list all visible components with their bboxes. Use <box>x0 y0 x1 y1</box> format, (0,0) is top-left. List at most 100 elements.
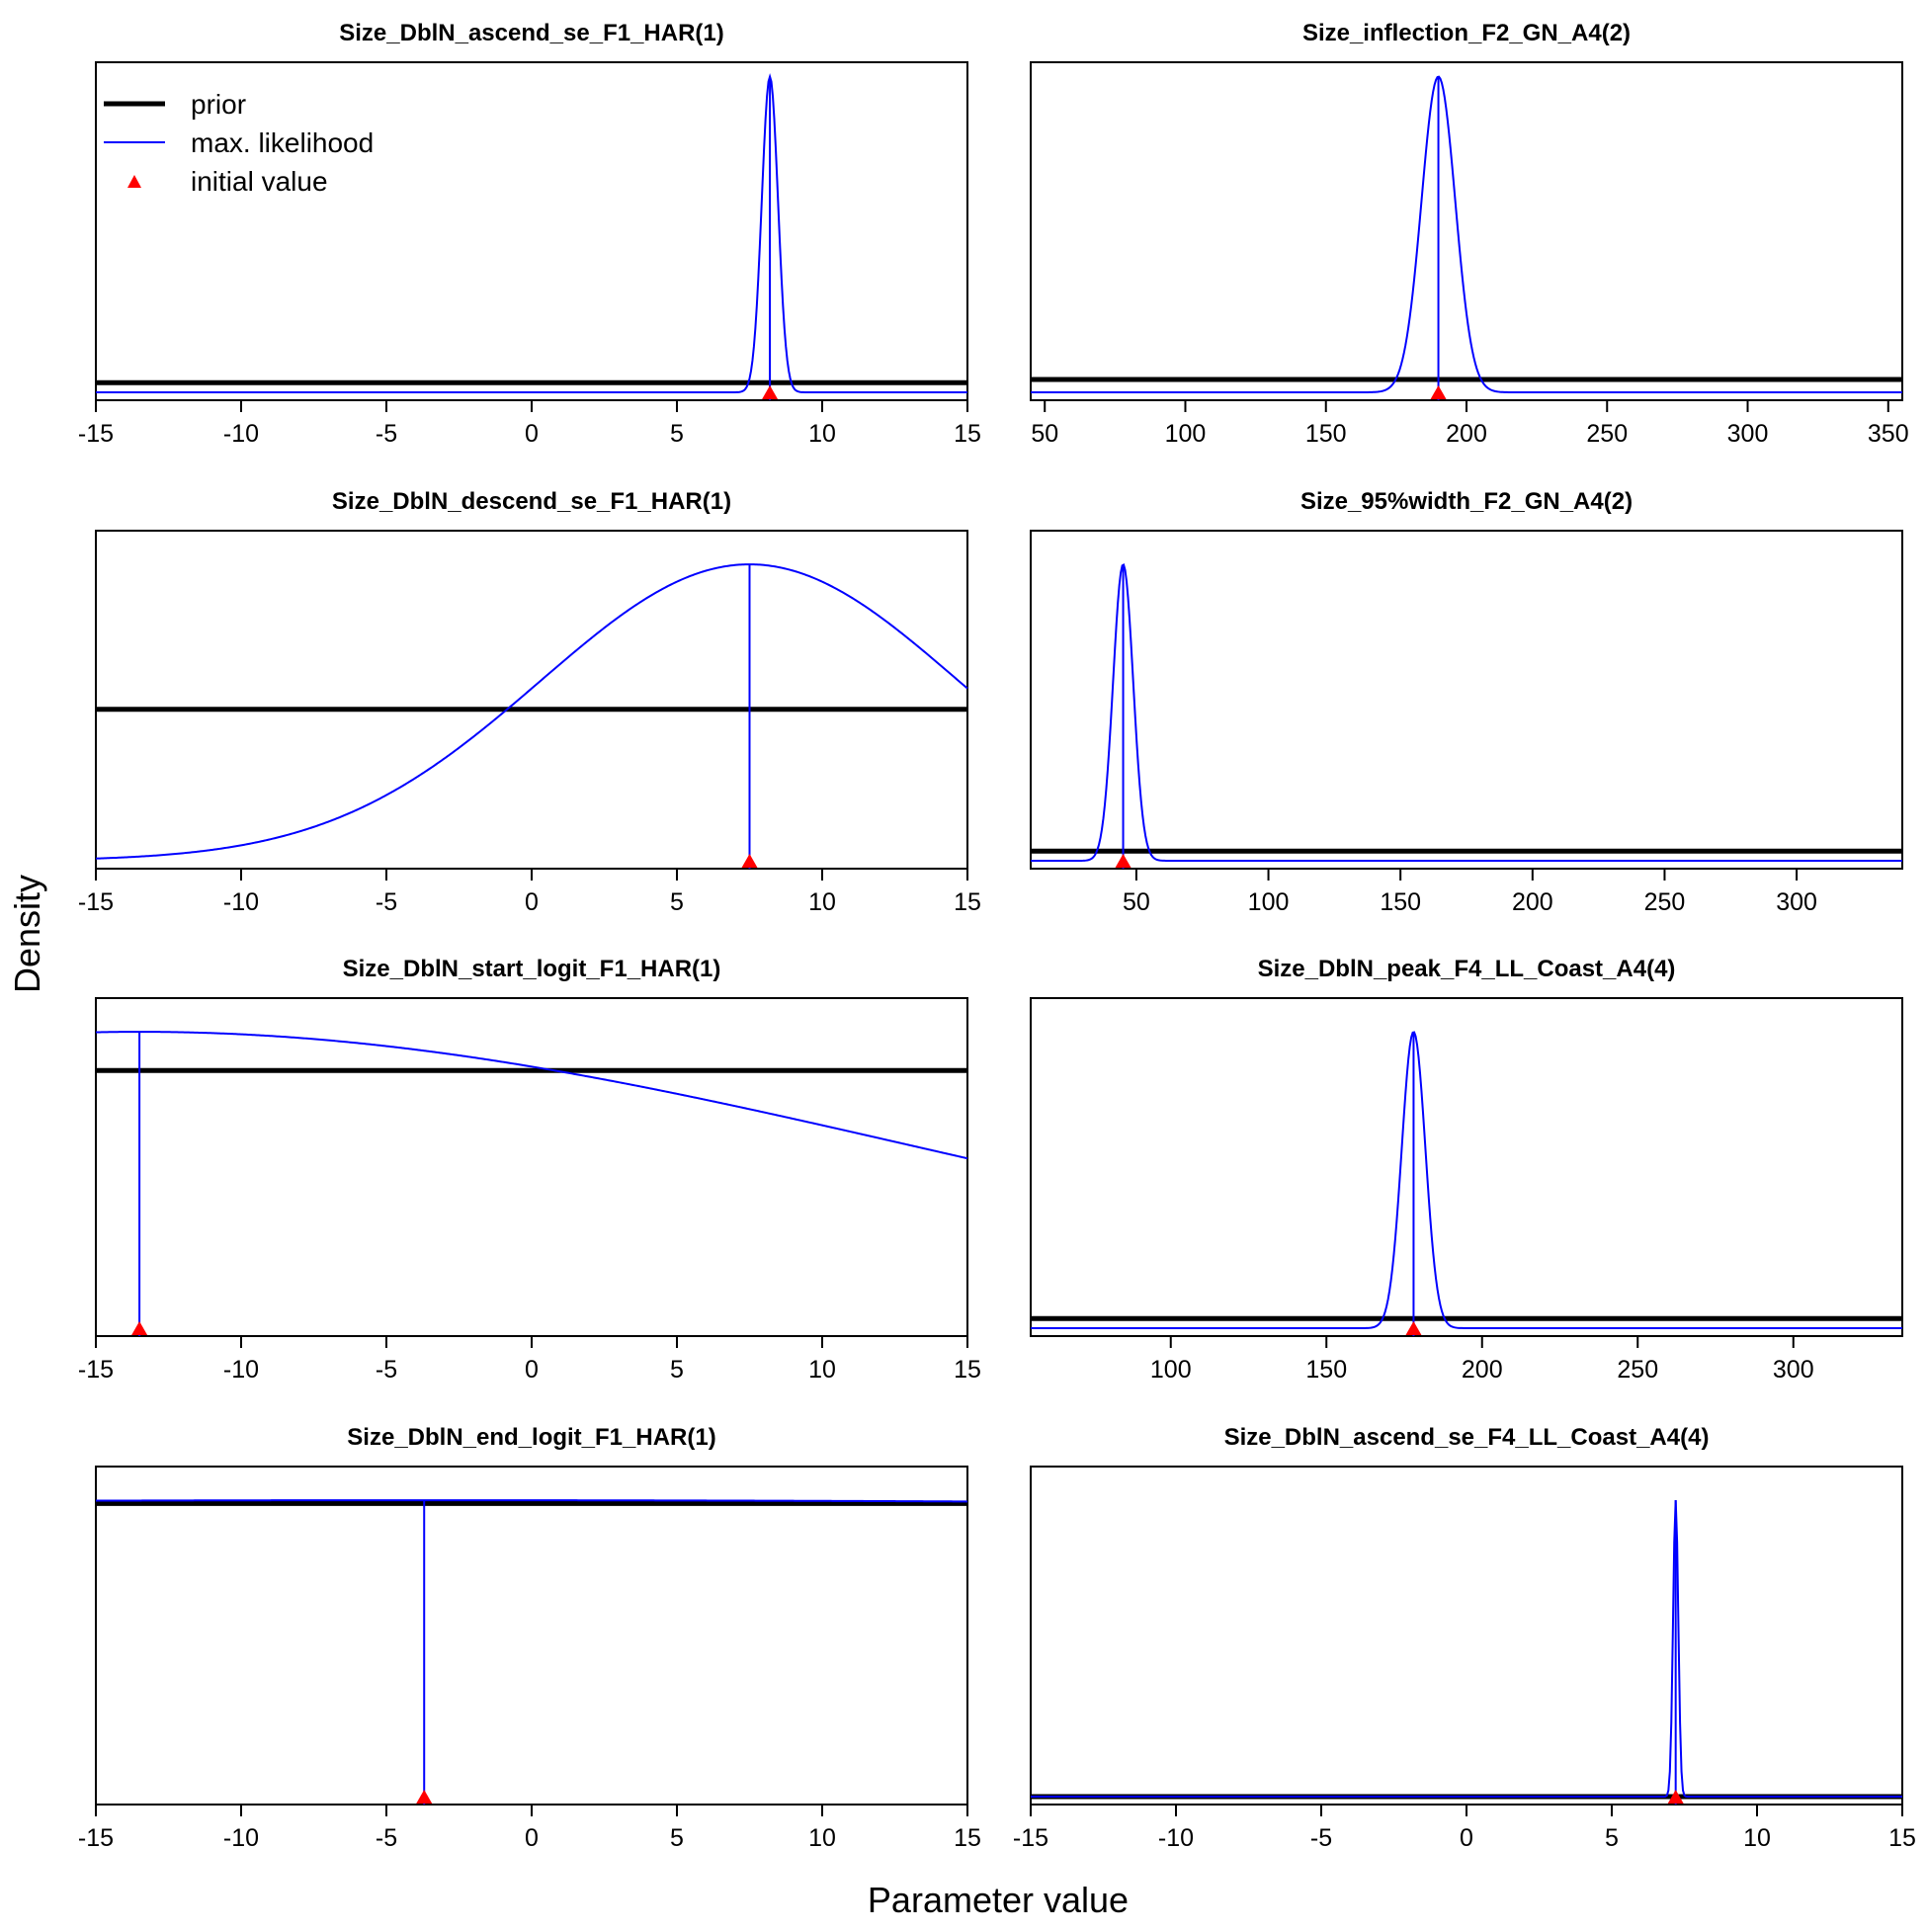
x-axis-title: Parameter value <box>868 1880 1129 1920</box>
x-tick-label: 5 <box>670 420 684 448</box>
panel-6: Size_DblN_peak_F4_LL_Coast_A4(4) 100 150 20… <box>1030 956 1903 1384</box>
legend: prior max. likelihood initial value <box>104 89 374 197</box>
mle-curve <box>1031 1500 1902 1798</box>
panel-title: Size_DblN_start_logit_F1_HAR(1) <box>343 956 721 982</box>
mle-curve <box>96 72 967 393</box>
x-tick-label: 15 <box>954 1356 981 1384</box>
x-tick-label: 10 <box>808 420 836 448</box>
plot-frame <box>1030 997 1903 1337</box>
initial-value-marker <box>1405 1321 1422 1335</box>
x-tick-label: -10 <box>223 888 259 916</box>
panel-5: Size_DblN_start_logit_F1_HAR(1) -15 -10 -5 0… <box>78 956 981 1384</box>
x-tick-label: -15 <box>78 1356 114 1384</box>
x-tick-label: -15 <box>78 420 114 448</box>
x-tick-label: -5 <box>1310 1824 1332 1852</box>
x-tick-label: 200 <box>1446 420 1487 448</box>
x-tick-label: -10 <box>223 1356 259 1384</box>
x-tick-label: -5 <box>376 1824 397 1852</box>
x-tick-label: 15 <box>954 888 981 916</box>
x-tick-label: 50 <box>1123 888 1150 916</box>
x-tick-label: 250 <box>1617 1356 1658 1384</box>
panel-title: Size_inflection_F2_GN_A4(2) <box>1302 20 1631 46</box>
x-tick-label: 0 <box>525 1356 539 1384</box>
initial-value-marker <box>762 385 779 399</box>
panel-title: Size_DblN_descend_se_F1_HAR(1) <box>332 488 731 515</box>
x-tick-label: 250 <box>1586 420 1628 448</box>
x-tick-label: 50 <box>1031 420 1058 448</box>
x-tick-label: 150 <box>1305 420 1347 448</box>
x-tick-label: 15 <box>954 1824 981 1852</box>
x-tick-label: -5 <box>376 888 397 916</box>
plot-frame <box>1030 1466 1903 1806</box>
panel-4: Size_95%width_F2_GN_A4(2) 50 100 150 200 250 3… <box>1030 488 1903 916</box>
mle-curve <box>1031 562 1902 862</box>
panel-title: Size_DblN_ascend_se_F4_LL_Coast_A4(4) <box>1224 1424 1710 1451</box>
plot-frame <box>95 1466 968 1806</box>
x-tick-label: 10 <box>1743 1824 1771 1852</box>
x-tick-label: 5 <box>670 1356 684 1384</box>
initial-value-marker <box>741 854 758 868</box>
x-tick-label: 10 <box>808 888 836 916</box>
panel-8: Size_DblN_ascend_se_F4_LL_Coast_A4(4) -15… <box>1013 1424 1916 1852</box>
x-tick-label: 5 <box>1605 1824 1619 1852</box>
plot-frame <box>1030 530 1903 870</box>
y-axis-title: Density <box>7 875 47 993</box>
x-tick-label: 0 <box>525 420 539 448</box>
legend-label-3: initial value <box>191 166 328 197</box>
x-tick-label: 350 <box>1868 420 1909 448</box>
initial-value-marker <box>416 1790 433 1804</box>
x-tick-label: 0 <box>1460 1824 1473 1852</box>
x-tick-label: -10 <box>223 420 259 448</box>
x-tick-label: 0 <box>525 1824 539 1852</box>
x-tick-label: 200 <box>1512 888 1553 916</box>
x-tick-label: -15 <box>1013 1824 1048 1852</box>
panel-3: Size_DblN_descend_se_F1_HAR(1) -15 -10 -5 0 5… <box>78 488 981 916</box>
x-tick-label: -5 <box>376 420 397 448</box>
mle-curve <box>1031 1031 1902 1329</box>
x-tick-label: 100 <box>1248 888 1290 916</box>
x-tick-label: 250 <box>1644 888 1686 916</box>
mle-curve <box>1031 75 1902 393</box>
panel-7: Size_DblN_end_logit_F1_HAR(1) -15 -10 -5 0 5 1… <box>78 1424 981 1852</box>
x-tick-label: -15 <box>78 1824 114 1852</box>
x-tick-label: -10 <box>1158 1824 1194 1852</box>
x-tick-label: 0 <box>525 888 539 916</box>
x-tick-label: 10 <box>808 1356 836 1384</box>
x-tick-label: 15 <box>1888 1824 1916 1852</box>
mle-curve <box>95 1031 968 1160</box>
x-tick-label: 200 <box>1462 1356 1503 1384</box>
x-tick-label: 100 <box>1150 1356 1192 1384</box>
x-tick-label: 300 <box>1727 420 1769 448</box>
plot-frame <box>95 997 968 1337</box>
x-tick-label: 300 <box>1773 1356 1814 1384</box>
x-tick-label: 5 <box>670 1824 684 1852</box>
x-tick-label: -10 <box>223 1824 259 1852</box>
x-tick-label: 150 <box>1305 1356 1347 1384</box>
x-tick-label: -15 <box>78 888 114 916</box>
panel-2: Size_inflection_F2_GN_A4(2) 50 100 150 200 25… <box>1030 20 1909 448</box>
panel-title: Size_DblN_peak_F4_LL_Coast_A4(4) <box>1258 956 1676 982</box>
initial-value-marker <box>1667 1790 1684 1804</box>
mle-curve <box>95 1499 968 1503</box>
panel-title: Size_95%width_F2_GN_A4(2) <box>1300 488 1633 515</box>
x-tick-label: 15 <box>954 420 981 448</box>
x-tick-label: -5 <box>376 1356 397 1384</box>
plot-frame <box>95 530 968 870</box>
x-tick-label: 100 <box>1165 420 1207 448</box>
initial-value-marker <box>1430 385 1447 399</box>
legend-label-2: max. likelihood <box>191 127 374 158</box>
plot-frame <box>1030 61 1903 401</box>
panel-1: Size_DblN_ascend_se_F1_HAR(1) -15 -10 -5 0 5 1… <box>78 20 981 448</box>
panel-title: Size_DblN_ascend_se_F1_HAR(1) <box>339 20 724 46</box>
panels: Size_DblN_ascend_se_F1_HAR(1) -15 -10 -5 0 5 1… <box>78 20 1916 1852</box>
legend-swatch-3 <box>127 175 141 188</box>
x-tick-label: 300 <box>1776 888 1817 916</box>
panel-title: Size_DblN_end_logit_F1_HAR(1) <box>347 1424 715 1451</box>
mle-curve <box>95 563 968 860</box>
legend-label-1: prior <box>191 89 246 120</box>
x-tick-label: 150 <box>1380 888 1421 916</box>
initial-value-marker <box>131 1321 148 1335</box>
x-tick-label: 5 <box>670 888 684 916</box>
